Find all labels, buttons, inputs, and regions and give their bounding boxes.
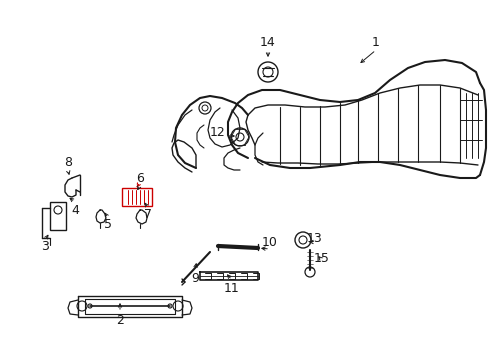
Text: 13: 13 <box>306 231 322 244</box>
Text: 4: 4 <box>71 203 79 216</box>
Text: 12: 12 <box>210 126 225 139</box>
Bar <box>50 202 66 230</box>
Text: 2: 2 <box>116 314 123 327</box>
Text: 9: 9 <box>191 271 199 284</box>
Text: 3: 3 <box>41 240 49 253</box>
Text: 7: 7 <box>143 208 152 221</box>
Text: 11: 11 <box>224 282 240 294</box>
Text: 8: 8 <box>64 157 72 170</box>
Text: 10: 10 <box>262 237 277 249</box>
Text: 15: 15 <box>313 252 329 265</box>
Text: 1: 1 <box>371 36 379 49</box>
Bar <box>122 188 152 206</box>
Text: 6: 6 <box>136 171 143 184</box>
Text: 5: 5 <box>104 219 112 231</box>
Text: 14: 14 <box>260 36 275 49</box>
